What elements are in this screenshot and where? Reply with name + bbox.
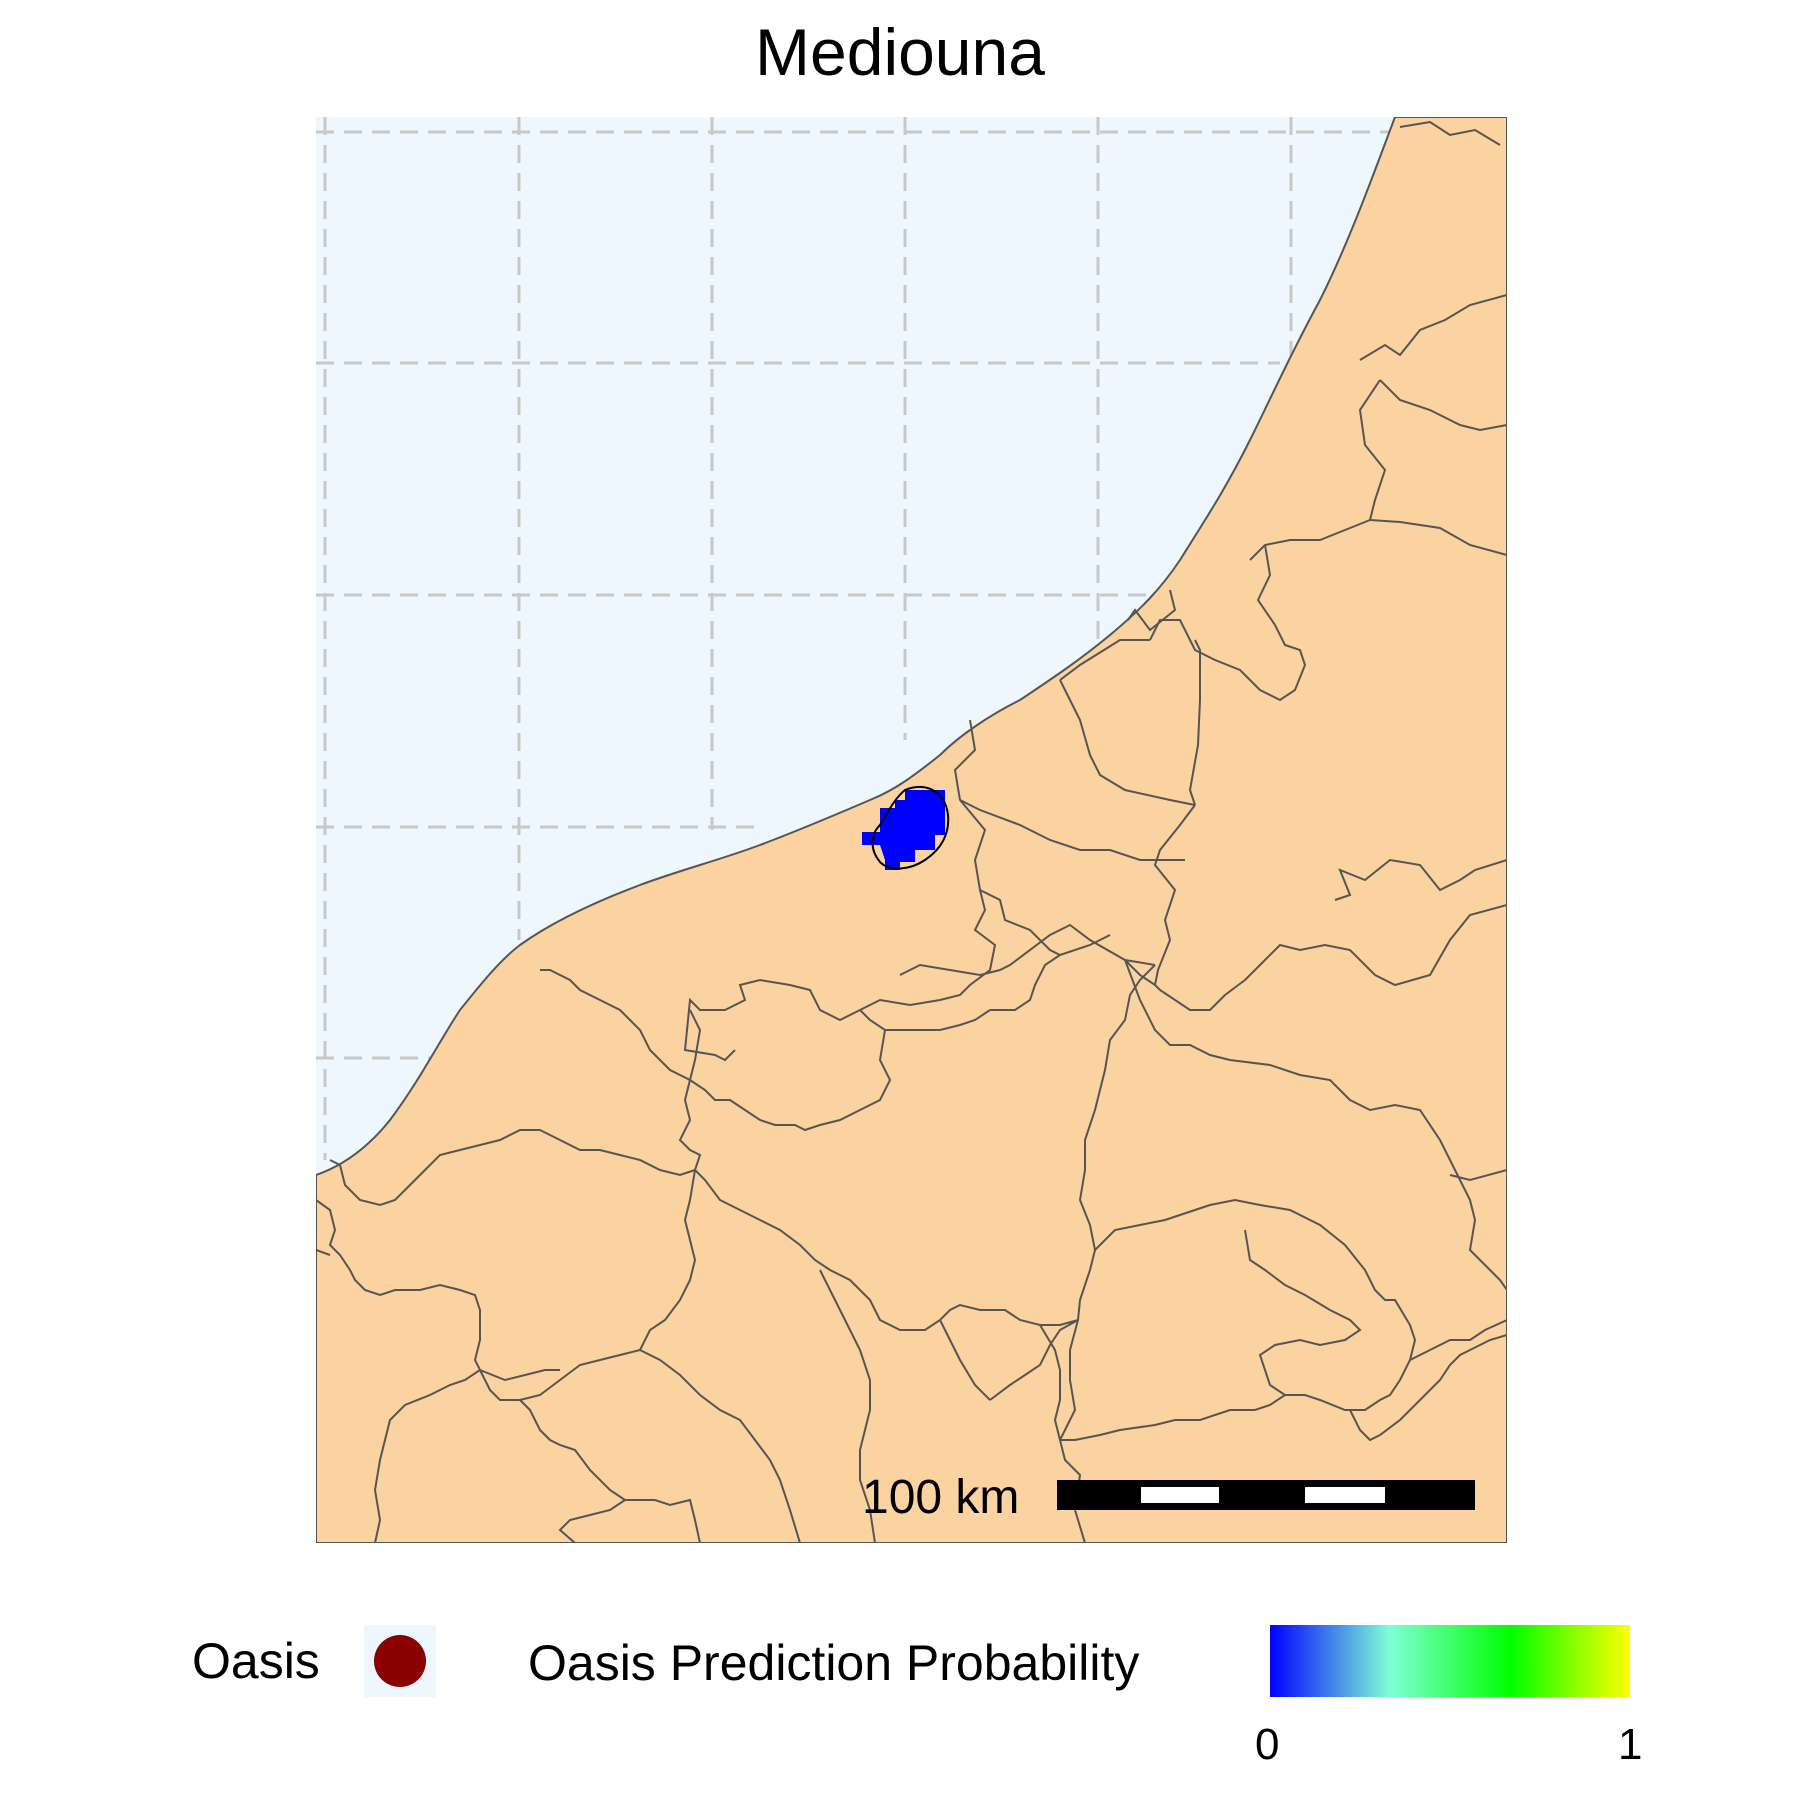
admin-borders [316,120,1507,1543]
graticule [316,117,1390,1160]
colorbar-max-label: 1 [1618,1720,1643,1769]
probability-colorbar [1270,1625,1630,1697]
municipality-outline [871,786,950,870]
oasis-dot-icon [374,1635,426,1687]
prediction-area [862,790,945,870]
map-title: Mediouna [755,15,1045,89]
oasis-legend-key [364,1625,436,1697]
scale-bar [1057,1480,1475,1510]
probability-legend-label: Oasis Prediction Probability [528,1635,1140,1691]
colorbar-min-label: 0 [1255,1720,1280,1769]
oasis-legend-label: Oasis [192,1633,320,1689]
scale-bar-label: 100 km [862,1471,1020,1524]
